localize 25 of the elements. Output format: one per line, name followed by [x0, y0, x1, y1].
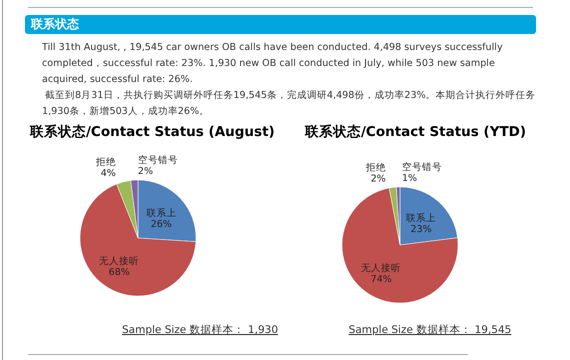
data-label: 1% [402, 173, 418, 184]
data-label: 4% [100, 168, 116, 180]
text: 截至到8月31日，共执行购买调研外呼任务19,545条，完成调研4,498份，成功率23%。本期合计执行外呼任务1,930条，新增503人，成功率26%。 [41, 89, 537, 119]
text: Sample Size 数据样本： 1,930 [122, 323, 278, 336]
slice-label: 无人接听 [361, 262, 402, 274]
data-label: 68% [108, 266, 130, 278]
text: 联系状态 [25, 15, 536, 34]
data-label: 74% [370, 274, 392, 285]
chart-title: 联系状态/Contact Status (August) [29, 124, 275, 140]
slice-label: 拒绝 [364, 162, 386, 174]
chart-title: 联系状态/Contact Status (YTD) [304, 124, 526, 140]
slice-label: 空号错号 [138, 154, 178, 166]
text: Till 31th August, , 19,545 car owners OB calls have been conducted. 4,498 surveys successfully completed，successful rate: 23%. 1,930 new OB call conducted in July, while 503 new sample acquired, successful rate: 26%. [42, 41, 504, 87]
slice-label: 联系上 [406, 212, 436, 224]
data-label: 2% [370, 174, 386, 185]
pie-slice [342, 188, 458, 304]
text: Sample Size 数据样本： 19,545 [348, 323, 512, 336]
slice-label: 空号错号 [402, 161, 442, 174]
slice-label: 联系上 [146, 207, 176, 220]
slice-label: 无人接听 [99, 254, 140, 267]
data-label: 2% [138, 166, 153, 178]
data-label: 23% [410, 224, 432, 236]
slice-label: 拒绝 [94, 156, 116, 168]
pie-slice [80, 184, 196, 296]
data-label: 26% [150, 219, 172, 230]
